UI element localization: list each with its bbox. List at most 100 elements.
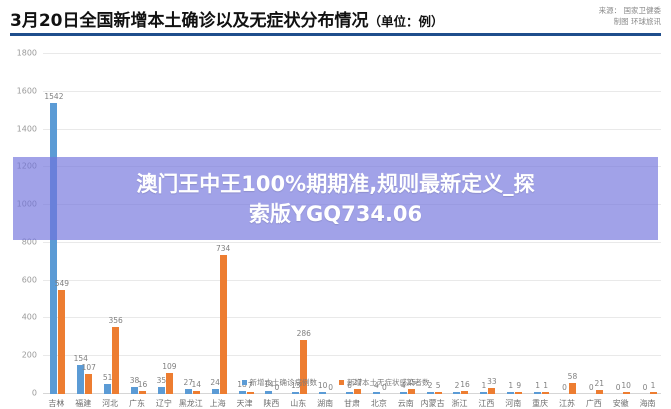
bar-asymptomatic[interactable] — [649, 392, 657, 394]
page-title-text: 3月20日全国新增本土确诊以及无症状分布情况 — [10, 11, 369, 31]
credit-block: 来源： 国家卫健委 制图 环球旅讯 — [599, 5, 661, 27]
bar-confirmed[interactable] — [426, 392, 434, 394]
bar-asymptomatic[interactable] — [112, 326, 120, 394]
bar-asymptomatic[interactable] — [246, 392, 254, 394]
bar-asymptomatic[interactable] — [139, 390, 147, 394]
bar-asymptomatic[interactable] — [568, 383, 576, 394]
bar-value-label: 4 — [373, 381, 379, 390]
bar-value-label: 35 — [156, 376, 167, 386]
bar-value-label: 2 — [454, 381, 460, 390]
bar-value-label: 549 — [54, 279, 70, 289]
bar-confirmed[interactable] — [265, 391, 273, 394]
bar-asymptomatic[interactable] — [542, 392, 550, 394]
bar-value-label: 58 — [567, 372, 578, 382]
bar-value-label: 10 — [317, 381, 328, 390]
watermark-line-2: 索版YGQ734.06 — [248, 201, 423, 226]
bar-asymptomatic[interactable] — [488, 387, 496, 394]
legend-item[interactable]: 新增本土确诊病例数 — [241, 377, 318, 388]
gridline-600: 600 — [22, 275, 661, 284]
gridline-800: 800 — [22, 237, 661, 246]
bar-asymptomatic[interactable] — [219, 255, 227, 394]
bar-asymptomatic[interactable] — [461, 390, 469, 394]
bar-value-label: 38 — [129, 375, 140, 385]
bar-confirmed[interactable] — [453, 392, 461, 394]
bar-confirmed[interactable] — [372, 392, 380, 394]
bar-confirmed[interactable] — [292, 391, 300, 394]
bar-value-label: 734 — [215, 244, 231, 254]
bar-asymptomatic[interactable] — [434, 392, 442, 394]
bar-value-label: 0 — [642, 383, 648, 392]
bar-asymptomatic[interactable] — [165, 373, 173, 394]
bar-confirmed[interactable] — [184, 388, 192, 394]
y-axis-tick-label: 200 — [21, 350, 37, 360]
header-divider — [10, 33, 661, 36]
bar-value-label: 0 — [328, 383, 334, 392]
legend-item[interactable]: 新增本土无症状感染者数 — [339, 377, 430, 388]
bar-value-label: 25 — [406, 378, 417, 388]
bar-asymptomatic[interactable] — [300, 339, 308, 394]
bar-value-label: 107 — [81, 362, 96, 372]
bar-asymptomatic[interactable] — [407, 389, 415, 394]
bar-confirmed[interactable] — [346, 392, 353, 394]
legend-label: 新增本土确诊病例数 — [249, 378, 318, 387]
bar-value-label: 356 — [108, 315, 123, 325]
credit-source: 来源： 国家卫健委 — [598, 6, 661, 15]
bar-confirmed[interactable] — [157, 387, 165, 394]
bar-value-label: 1542 — [44, 91, 64, 101]
bar-confirmed[interactable] — [104, 384, 112, 394]
bar-value-label: 1 — [650, 381, 656, 390]
bar-value-label: 13 — [290, 380, 301, 390]
bar-confirmed[interactable] — [319, 392, 327, 394]
bar-asymptomatic[interactable] — [85, 373, 93, 394]
y-axis-tick-label: 1800 — [16, 48, 37, 58]
bar-asymptomatic[interactable] — [354, 388, 361, 394]
bar-confirmed[interactable] — [77, 364, 85, 394]
bar-value-label: 24 — [210, 378, 220, 388]
bar-asymptomatic[interactable] — [595, 390, 603, 394]
bar-confirmed[interactable] — [534, 392, 542, 394]
y-axis-tick-label: 600 — [21, 275, 37, 285]
bar-confirmed[interactable] — [211, 389, 219, 394]
bar-value-label: 21 — [594, 379, 605, 389]
bar-asymptomatic[interactable] — [515, 392, 523, 394]
gridline-1600: 1600 — [17, 86, 661, 95]
gridline-400: 400 — [22, 313, 661, 322]
legend-swatch-icon — [339, 380, 344, 385]
bar-confirmed[interactable] — [480, 392, 488, 394]
bar-value-label: 6 — [347, 381, 352, 390]
y-axis-tick-label: 1400 — [16, 124, 37, 134]
bar-value-label: 109 — [162, 362, 177, 372]
bar-asymptomatic[interactable] — [622, 392, 630, 394]
bar-value-label: 1 — [535, 381, 540, 390]
bar-confirmed[interactable] — [131, 386, 139, 394]
bar-value-label: 2 — [427, 381, 433, 390]
bar-asymptomatic[interactable] — [58, 290, 66, 394]
bar-value-label: 9 — [516, 381, 522, 390]
page-title-unit: （单位：例） — [368, 14, 444, 29]
bar-confirmed[interactable] — [399, 392, 407, 394]
bar-confirmed[interactable] — [50, 102, 58, 394]
bar-value-label: 7 — [247, 381, 253, 390]
bar-value-label: 1 — [481, 381, 487, 390]
bar-value-label: 0 — [562, 383, 567, 392]
watermark-overlay: 澳门王中王100%期期准,规则最新定义_探 索版YGQ734.06 — [13, 157, 658, 240]
bar-value-label: 27 — [352, 377, 363, 387]
gridline-1800: 1800 — [17, 49, 661, 58]
bar-asymptomatic[interactable] — [192, 391, 200, 394]
page-title: 3月20日全国新增本土确诊以及无症状分布情况（单位：例） — [10, 6, 444, 31]
credit-chartmaker: 制图 环球旅讯 — [613, 17, 661, 26]
gridline-200: 200 — [22, 351, 661, 360]
y-axis-tick-label: 800 — [21, 237, 37, 247]
bar-value-label: 0 — [615, 383, 621, 392]
gridline-1400: 1400 — [17, 124, 661, 133]
legend-swatch-icon — [241, 380, 247, 385]
bar-value-label: 0 — [274, 383, 280, 392]
bar-value-label: 5 — [435, 381, 441, 390]
watermark-line-1: 澳门王中王100%期期准,规则最新定义_探 — [136, 171, 535, 196]
bar-value-label: 1 — [543, 381, 548, 390]
bar-value-label: 1 — [508, 381, 514, 390]
bar-confirmed[interactable] — [238, 390, 246, 394]
bar-value-label: 154 — [73, 353, 88, 363]
bar-confirmed[interactable] — [507, 392, 515, 394]
bar-value-label: 27 — [183, 377, 194, 387]
